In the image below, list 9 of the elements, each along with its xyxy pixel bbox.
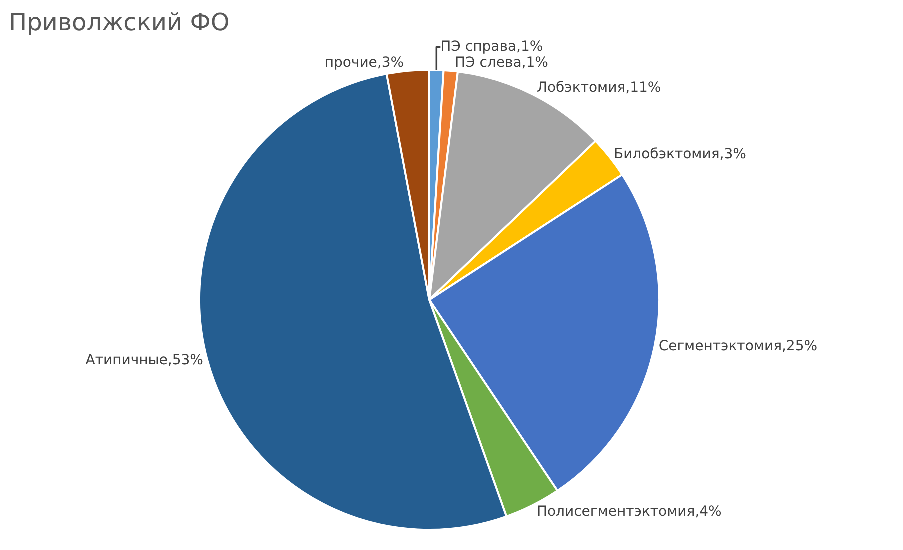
slice-label: Полисегментэктомия,4%: [536, 504, 722, 520]
chart-title: Приволжский ФО: [9, 8, 230, 37]
slice-label: прочие,3%: [324, 55, 404, 72]
slice-label: Лобэктомия,11%: [536, 80, 662, 96]
slice-label: Атипичные,53%: [86, 352, 204, 369]
slice-label: Билобэктомия,3%: [614, 146, 746, 162]
slice-label: Сегментэктомия,25%: [658, 338, 818, 355]
slice-label: ПЭ справа,1%: [440, 39, 544, 56]
slice-label: ПЭ слева,1%: [454, 55, 548, 72]
